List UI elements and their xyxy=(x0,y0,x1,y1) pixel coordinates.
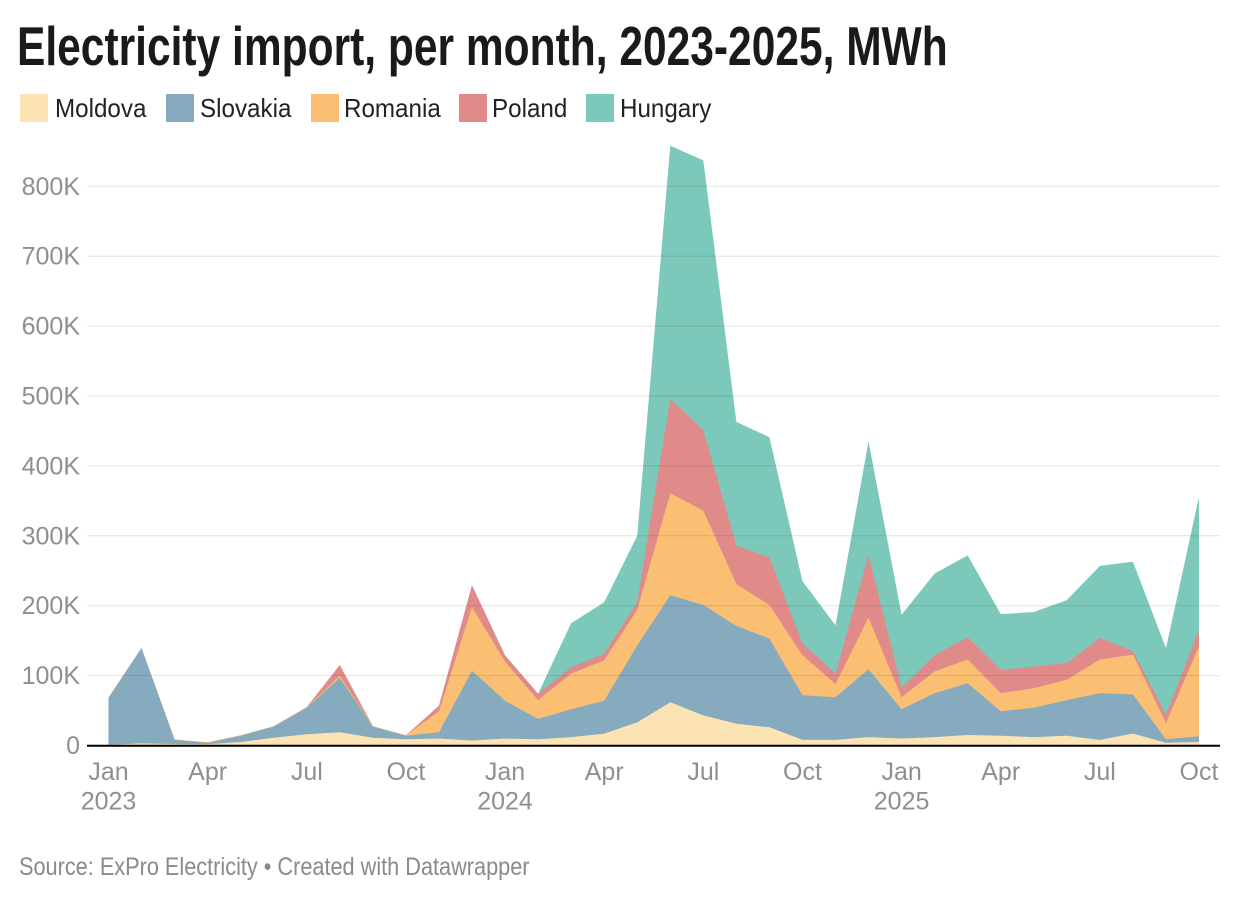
svg-text:Jul: Jul xyxy=(1084,758,1116,786)
svg-text:Apr: Apr xyxy=(188,758,227,786)
svg-text:200K: 200K xyxy=(22,592,81,620)
svg-text:2024: 2024 xyxy=(477,788,533,816)
svg-text:Jul: Jul xyxy=(687,758,719,786)
svg-text:Jan: Jan xyxy=(881,758,921,786)
svg-text:Apr: Apr xyxy=(981,758,1020,786)
svg-text:400K: 400K xyxy=(22,452,81,480)
svg-text:800K: 800K xyxy=(22,173,81,201)
svg-text:600K: 600K xyxy=(22,313,81,341)
svg-text:Apr: Apr xyxy=(585,758,624,786)
svg-text:500K: 500K xyxy=(22,383,81,411)
svg-text:2023: 2023 xyxy=(81,788,137,816)
svg-text:Jan: Jan xyxy=(485,758,525,786)
svg-text:Oct: Oct xyxy=(1180,758,1219,786)
svg-text:100K: 100K xyxy=(22,662,81,690)
svg-text:0: 0 xyxy=(66,732,80,760)
svg-text:Oct: Oct xyxy=(783,758,822,786)
svg-text:300K: 300K xyxy=(22,522,81,550)
svg-text:700K: 700K xyxy=(22,243,81,271)
svg-text:2025: 2025 xyxy=(874,788,930,816)
svg-text:Jul: Jul xyxy=(291,758,323,786)
svg-text:Oct: Oct xyxy=(386,758,425,786)
svg-text:Jan: Jan xyxy=(88,758,128,786)
